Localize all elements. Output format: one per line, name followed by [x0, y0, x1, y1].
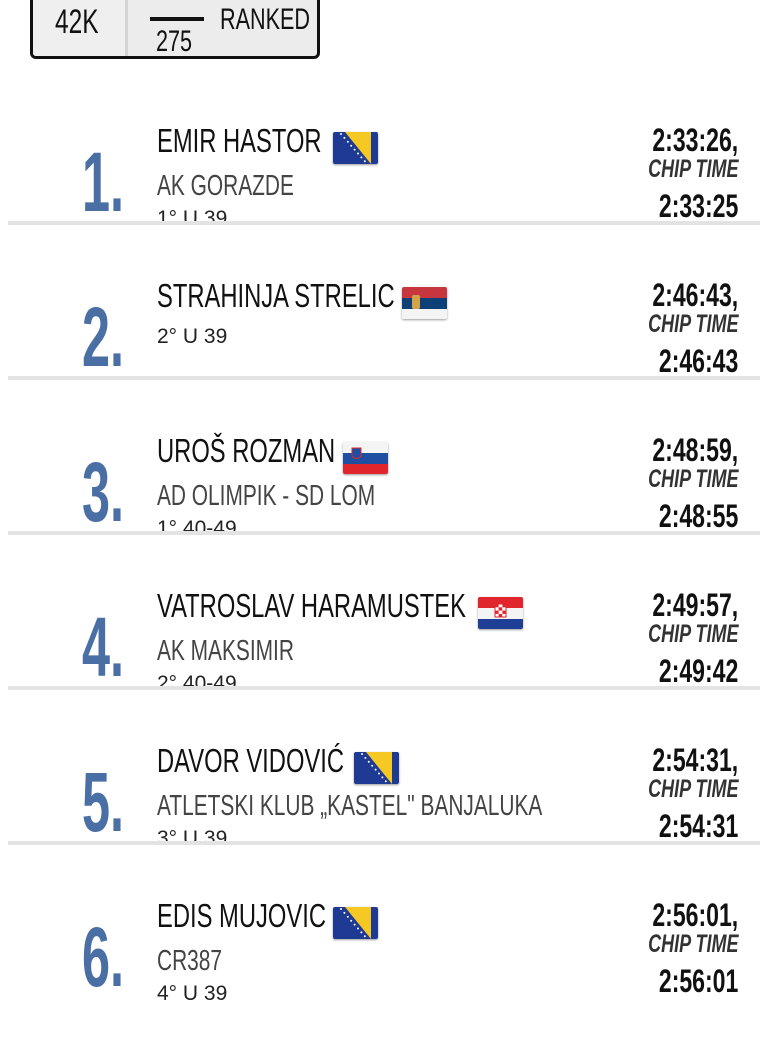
chip-time: 2:56:01 — [658, 963, 738, 999]
rank-number: 5. — [82, 754, 152, 851]
result-row[interactable]: 2. STRAHINJA STRELIC 2° U 39 2:46:43, CH… — [0, 267, 768, 422]
text: AD OLIMPIK - SD LOM — [157, 480, 376, 512]
club-name: ATLETSKI KLUB „KASTEL" BANJALUKA — [157, 790, 692, 823]
text: STRAHINJA STRELIC — [157, 277, 395, 314]
athlete-name[interactable]: EMIR HASTOR — [157, 122, 386, 160]
result-row[interactable]: 3. UROŠ ROZMAN AD OLIMPIK - SD LOM 1° 40… — [0, 422, 768, 577]
bosnia-flag-icon — [333, 132, 378, 164]
serbia-flag-icon — [402, 287, 447, 319]
text: 3° U 39 — [157, 827, 228, 850]
row-separator — [8, 376, 760, 380]
text: AK MAKSIMIR — [157, 635, 294, 667]
chip-time: 2:48:55 — [658, 498, 738, 534]
chip-time-label: CHIP TIME — [647, 310, 738, 338]
time-block: 2:54:31, CHIP TIME 2:54:31 — [598, 742, 738, 844]
text: 1° 40-49 — [157, 517, 237, 540]
chip-time: 2:46:43 — [658, 343, 738, 379]
text: 5. — [82, 755, 125, 849]
text: 2° 40-49 — [157, 672, 237, 695]
row-separator — [8, 686, 760, 690]
result-row[interactable]: 6. EDIS MUJOVIC CR387 4° U 39 2:56:01, C… — [0, 887, 768, 1042]
category-rank: 1° U 39 — [157, 207, 227, 231]
athlete-name[interactable]: EDIS MUJOVIC — [157, 897, 392, 935]
gun-time: 2:48:59, — [652, 432, 738, 468]
club-name: AD OLIMPIK - SD LOM — [157, 480, 460, 513]
rank-numerator: 167 — [156, 0, 192, 3]
time-block: 2:56:01, CHIP TIME 2:56:01 — [598, 897, 738, 999]
text: AK GORAZDE — [157, 170, 294, 202]
distance-label: 42K — [55, 3, 99, 41]
rank-number: 1. — [82, 134, 152, 231]
category-rank: 1° 40-49 — [157, 517, 237, 541]
rank-fraction: 167 275 — [148, 0, 208, 56]
text: DAVOR VIDOVIĆ — [157, 742, 345, 779]
rank-number: 6. — [82, 909, 152, 1006]
bosnia-flag-icon — [354, 752, 399, 784]
club-name: AK MAKSIMIR — [157, 635, 347, 668]
text: 1° U 39 — [157, 207, 228, 230]
chip-time: 2:49:42 — [658, 653, 738, 689]
result-row[interactable]: 1. EMIR HASTOR AK GORAZDE 1° U 39 2:33:2… — [0, 112, 768, 267]
athlete-name[interactable]: VATROSLAV HARAMUSTEK — [157, 587, 586, 625]
chip-time-label: CHIP TIME — [647, 155, 738, 183]
category-rank: 3° U 39 — [157, 827, 227, 851]
chip-time: 2:33:25 — [658, 188, 738, 224]
category-rank: 2° 40-49 — [157, 672, 237, 696]
slovenia-flag-icon — [343, 442, 388, 474]
race-summary-box: 42K 167 275 RANKED — [30, 0, 320, 59]
row-separator — [8, 221, 760, 225]
gun-time: 2:56:01, — [652, 897, 738, 933]
chip-time-label: CHIP TIME — [647, 775, 738, 803]
rank-number: 2. — [82, 289, 152, 386]
text: ATLETSKI KLUB „KASTEL" BANJALUKA — [157, 790, 543, 822]
category-rank: 2° U 39 — [157, 325, 227, 349]
club-name: CR387 — [157, 945, 247, 978]
rank-number: 4. — [82, 599, 152, 696]
ranked-label: RANKED — [220, 3, 311, 36]
text: EMIR HASTOR — [157, 122, 322, 159]
time-block: 2:33:26, CHIP TIME 2:33:25 — [598, 122, 738, 224]
chip-time-label: CHIP TIME — [647, 620, 738, 648]
gun-time: 2:46:43, — [652, 277, 738, 313]
text: 1. — [82, 135, 125, 229]
bosnia-flag-icon — [333, 907, 378, 939]
text: 4. — [82, 600, 125, 694]
text: 4° U 39 — [157, 982, 228, 1005]
text: 3. — [82, 445, 125, 539]
category-rank: 4° U 39 — [157, 982, 227, 1006]
text: 6. — [82, 910, 125, 1004]
rank-number: 3. — [82, 444, 152, 541]
athlete-name[interactable]: UROŠ ROZMAN — [157, 432, 405, 470]
gun-time: 2:49:57, — [652, 587, 738, 623]
result-row[interactable]: 4. VATROSLAV HARAMUSTEK AK MAKSIMIR 2° 4… — [0, 577, 768, 732]
time-block: 2:49:57, CHIP TIME 2:49:42 — [598, 587, 738, 689]
athlete-name[interactable]: DAVOR VIDOVIĆ — [157, 742, 417, 780]
chip-time-label: CHIP TIME — [647, 465, 738, 493]
text: 2. — [82, 290, 125, 384]
club-name: AK GORAZDE — [157, 170, 347, 203]
row-separator — [8, 841, 760, 845]
row-separator — [8, 531, 760, 535]
chip-time-label: CHIP TIME — [647, 930, 738, 958]
text: 2° U 39 — [157, 325, 228, 348]
athlete-name[interactable]: STRAHINJA STRELIC — [157, 277, 487, 315]
rank-denominator: 275 — [156, 25, 193, 58]
chip-time: 2:54:31 — [658, 808, 738, 844]
fraction-bar — [150, 17, 204, 21]
text: EDIS MUJOVIC — [157, 897, 326, 934]
text: UROŠ ROZMAN — [157, 432, 336, 469]
gun-time: 2:54:31, — [652, 742, 738, 778]
distance-cell: 42K — [33, 0, 128, 56]
text: CR387 — [157, 945, 223, 977]
gun-time: 2:33:26, — [652, 122, 738, 158]
text: VATROSLAV HARAMUSTEK — [157, 587, 466, 624]
time-block: 2:46:43, CHIP TIME 2:46:43 — [598, 277, 738, 379]
result-row[interactable]: 5. DAVOR VIDOVIĆ ATLETSKI KLUB „KASTEL" … — [0, 732, 768, 887]
croatia-flag-icon — [478, 597, 523, 629]
time-block: 2:48:59, CHIP TIME 2:48:55 — [598, 432, 738, 534]
